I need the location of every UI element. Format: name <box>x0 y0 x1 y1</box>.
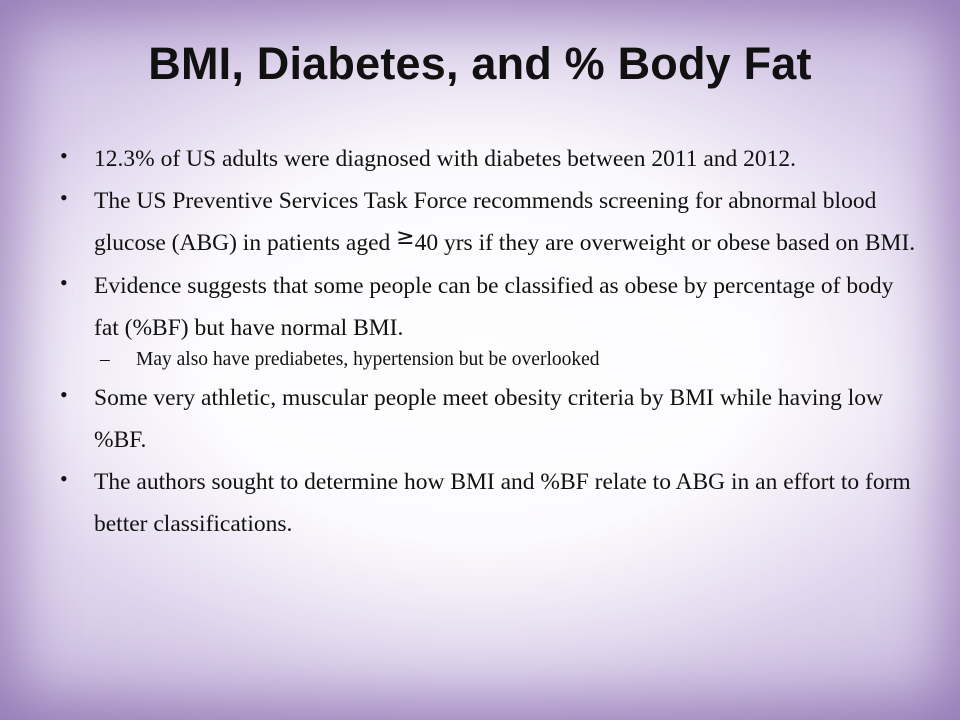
bullet-text: The authors sought to determine how BMI … <box>94 469 911 537</box>
slide-title: BMI, Diabetes, and % Body Fat <box>148 38 812 89</box>
sub-bullet-item: – May also have prediabetes, hypertensio… <box>58 345 918 375</box>
bullet-dot-icon: • <box>60 382 68 407</box>
bullet-dot-icon: • <box>60 466 68 491</box>
bullet-text: Some very athletic, muscular people meet… <box>94 385 883 453</box>
bullet-text: Evidence suggests that some people can b… <box>94 273 894 341</box>
bullet-item: • The US Preventive Services Task Force … <box>58 180 918 265</box>
bullet-dot-icon: • <box>60 143 68 168</box>
bullet-item: • 12.3% of US adults were diagnosed with… <box>58 138 918 180</box>
bullet-item: • Evidence suggests that some people can… <box>58 265 918 349</box>
bullet-text: 12.3% of US adults were diagnosed with d… <box>94 146 797 172</box>
bullet-item: • The authors sought to determine how BM… <box>58 461 918 545</box>
sub-bullet-dash-icon: – <box>100 349 110 370</box>
bullet-text-part: The US Preventive Services Task Force re… <box>94 188 877 256</box>
greater-equal-symbol: ≥ <box>396 225 415 250</box>
bullet-dot-icon: • <box>60 270 68 295</box>
sub-bullet-text: May also have prediabetes, hypertension … <box>136 349 600 370</box>
bullet-item: • Some very athletic, muscular people me… <box>58 377 918 461</box>
bullet-dot-icon: • <box>60 185 68 210</box>
bullet-list: • 12.3% of US adults were diagnosed with… <box>58 138 918 545</box>
bullet-text-part: 40 yrs if they are overweight or obese b… <box>414 230 916 256</box>
